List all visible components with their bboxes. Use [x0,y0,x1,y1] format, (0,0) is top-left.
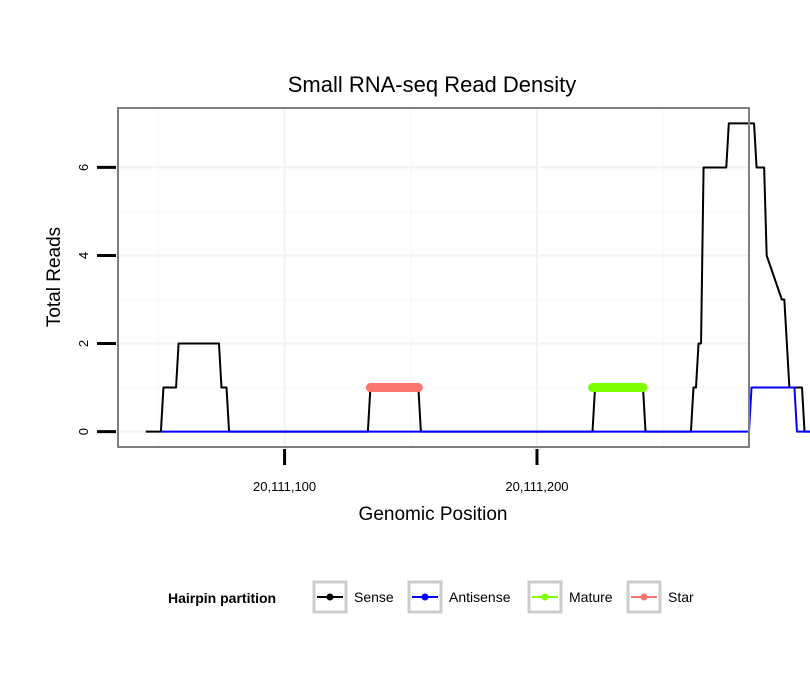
legend-item-star: Star [626,580,694,614]
plot-border [117,107,750,448]
legend-label: Star [668,589,694,605]
legend-key-point [541,593,549,601]
x-tick-label: 20,111,200 [505,479,568,494]
gridlines [118,108,749,447]
x-axis-title: Genomic Position [359,504,508,525]
legend-label: Mature [569,589,613,605]
y-tick-label: 6 [76,164,91,171]
y-tick-label: 4 [76,252,91,259]
legend-key-point [326,593,334,601]
legend-key-point [640,593,648,601]
legend-label: Sense [354,589,394,605]
legend-label: Antisense [449,589,511,605]
series-layer [145,122,810,433]
legend-item-sense: Sense [312,580,394,614]
legend-item-antisense: Antisense [407,580,511,614]
y-tick-label: 2 [76,340,91,347]
series-line-antisense [160,386,810,433]
x-axis: 20,111,100 20,111,200 [253,449,569,494]
series-line-sense [145,122,810,433]
legend-key-point [421,593,429,601]
legend: Hairpin partition Sense Antisense Mature St… [168,580,694,614]
legend-title: Hairpin partition [168,590,276,606]
legend-item-mature: Mature [527,580,613,614]
plot-panel [118,108,749,447]
y-axis-title: Total Reads [44,227,65,327]
chart-title: Small RNA-seq Read Density [288,72,577,97]
x-tick-label: 20,111,100 [253,479,316,494]
y-axis: 0 2 4 6 [76,164,116,435]
y-tick-label: 0 [76,428,91,435]
